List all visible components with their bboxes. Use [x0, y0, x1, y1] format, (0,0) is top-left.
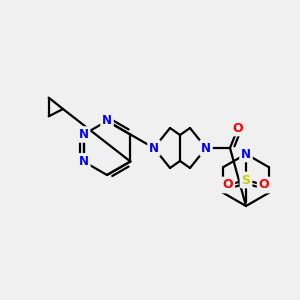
Text: N: N: [79, 155, 88, 168]
Text: O: O: [259, 178, 269, 191]
Text: N: N: [79, 128, 88, 141]
Text: N: N: [201, 142, 211, 154]
Text: N: N: [241, 148, 251, 160]
Text: O: O: [233, 122, 243, 134]
Text: N: N: [102, 115, 112, 128]
Text: N: N: [79, 155, 88, 168]
Text: N: N: [149, 142, 159, 154]
Text: S: S: [242, 173, 250, 187]
Text: O: O: [223, 178, 233, 191]
